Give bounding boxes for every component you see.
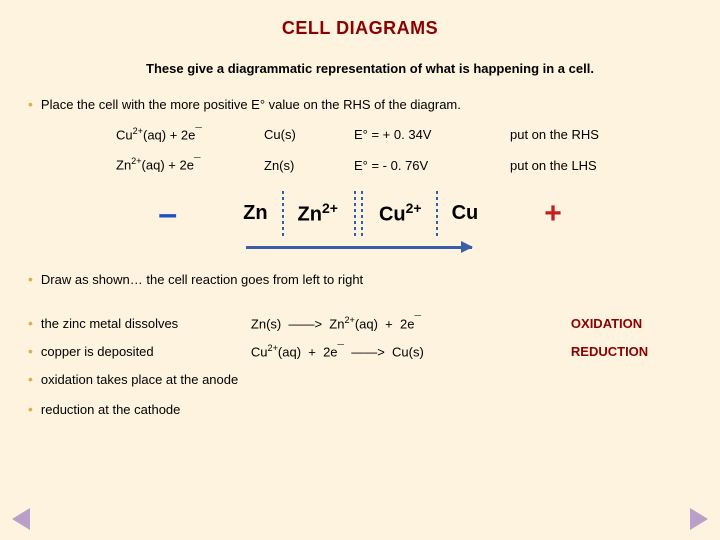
reaction-row: Zn2+(aq) + 2e¯ Zn(s) E° = - 0. 76V put o… — [116, 156, 692, 172]
reac-e: E° = - 0. 76V — [354, 158, 510, 173]
sep-line — [354, 191, 356, 237]
half-label: the zinc metal dissolves — [41, 316, 251, 331]
reaction-row: Cu2+(aq) + 2e¯ Cu(s) E° = + 0. 34V put o… — [116, 126, 692, 142]
slide-title: CELL DIAGRAMS — [28, 18, 692, 39]
bullet-line-2: • Draw as shown… the cell reaction goes … — [28, 271, 692, 287]
species-cu2: Cu2+ — [365, 200, 436, 227]
reactions-table: Cu2+(aq) + 2e¯ Cu(s) E° = + 0. 34V put o… — [116, 126, 692, 173]
half-eq: Cu2+(aq) + 2e¯ ——> Cu(s) — [251, 343, 571, 359]
prev-slide-button[interactable] — [12, 508, 30, 530]
bullet-line-4: • copper is deposited Cu2+(aq) + 2e¯ ——>… — [28, 343, 692, 371]
reac-e: E° = + 0. 34V — [354, 127, 510, 142]
bullet-line-1: • Place the cell with the more positive … — [28, 96, 692, 112]
half-label: copper is deposited — [41, 344, 251, 359]
bullet-text-6: reduction at the cathode — [41, 402, 181, 417]
salt-bridge — [354, 191, 363, 237]
half-reaction: the zinc metal dissolves Zn(s) ——> Zn2+(… — [41, 315, 691, 331]
half-eq: Zn(s) ——> Zn2+(aq) + 2e¯ — [251, 315, 571, 331]
reac-note: put on the LHS — [510, 158, 640, 173]
next-slide-button[interactable] — [690, 508, 708, 530]
direction-arrow — [246, 246, 472, 249]
bullet-line-6: • reduction at the cathode — [28, 401, 692, 417]
bullet-icon: • — [28, 401, 33, 417]
reac-note: put on the RHS — [510, 127, 640, 142]
bullet-line-3: • the zinc metal dissolves Zn(s) ——> Zn2… — [28, 315, 692, 343]
minus-sign: – — [158, 197, 177, 231]
species-zn: Zn — [229, 202, 281, 225]
bullet-icon: • — [28, 315, 33, 331]
plus-sign: + — [544, 199, 562, 229]
reac-lhs: Cu2+(aq) + 2e¯ — [116, 126, 264, 142]
bullet-line-5: • oxidation takes place at the anode — [28, 371, 692, 387]
reac-rhs: Zn(s) — [264, 158, 354, 173]
bullet-icon: • — [28, 271, 33, 287]
oxidation-label: OXIDATION — [571, 316, 691, 331]
species-zn2: Zn2+ — [284, 200, 352, 227]
bullet-text-1: Place the cell with the more positive E°… — [41, 97, 461, 112]
reac-lhs: Zn2+(aq) + 2e¯ — [116, 156, 264, 172]
reduction-label: REDUCTION — [571, 344, 691, 359]
sep-line — [361, 191, 363, 237]
bullet-text-5: oxidation takes place at the anode — [41, 372, 238, 387]
cell-diagram: – Zn Zn2+ Cu2+ Cu + — [28, 191, 692, 237]
reac-rhs: Cu(s) — [264, 127, 354, 142]
bullet-icon: • — [28, 343, 33, 359]
slide-subtitle: These give a diagrammatic representation… — [28, 61, 692, 76]
half-reaction: copper is deposited Cu2+(aq) + 2e¯ ——> C… — [41, 343, 691, 359]
bullet-icon: • — [28, 371, 33, 387]
bullet-icon: • — [28, 96, 33, 112]
bullet-text-2: Draw as shown… the cell reaction goes fr… — [41, 272, 363, 287]
species-cu: Cu — [438, 202, 493, 225]
